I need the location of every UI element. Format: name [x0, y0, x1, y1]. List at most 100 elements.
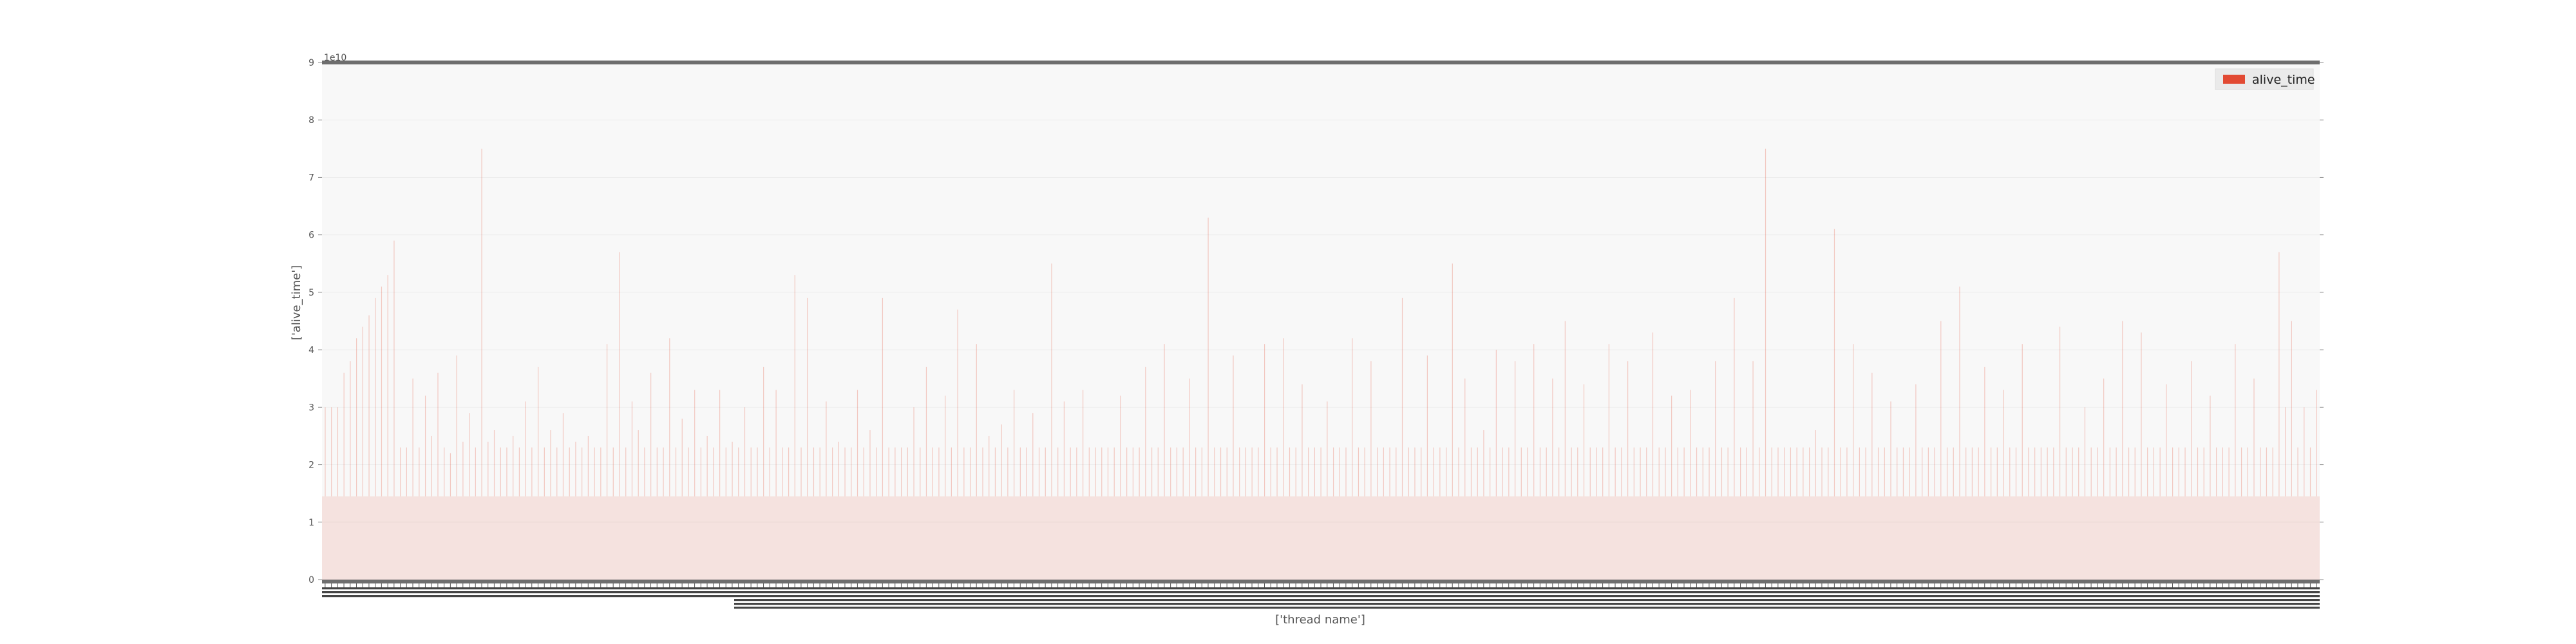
bar: [1765, 148, 1766, 497]
bar: [1815, 430, 1816, 497]
bar: [800, 447, 802, 497]
bar: [1170, 447, 1171, 497]
bar: [1088, 447, 1090, 497]
bar: [1953, 447, 1954, 497]
bar: [2128, 447, 2130, 497]
bar: [1784, 447, 1785, 497]
bar: [638, 430, 639, 497]
bar: [500, 447, 501, 497]
bar: [1965, 447, 1967, 497]
bar: [2309, 447, 2311, 497]
bar: [1145, 366, 1146, 497]
y-tick-label: 4: [308, 345, 314, 355]
bar: [619, 252, 620, 497]
bar: [656, 447, 658, 497]
legend[interactable]: alive_time: [2215, 68, 2315, 90]
bar: [1959, 286, 1960, 497]
axes: [318, 61, 2324, 583]
bar: [1220, 447, 1222, 497]
bar: [1001, 424, 1002, 497]
bar: [550, 430, 551, 497]
x-tick-label-strip: [322, 595, 2320, 598]
bar: [1332, 447, 1334, 497]
bar: [1239, 447, 1240, 497]
bar: [2222, 447, 2223, 497]
bar: [1458, 447, 1459, 497]
bar: [612, 447, 614, 497]
bar: [1821, 447, 1823, 497]
bar: [1452, 263, 1453, 497]
bar: [1264, 344, 1265, 497]
bar: [1464, 378, 1466, 497]
bar: [406, 447, 407, 497]
bar: [1833, 229, 1835, 497]
bar: [907, 447, 908, 497]
y-tick-label: 2: [308, 460, 314, 471]
x-tick-labels: [322, 583, 2320, 609]
bar: [1045, 447, 1046, 497]
bar: [1377, 447, 1378, 497]
y-tick-label: 8: [308, 115, 314, 126]
bar: [2291, 321, 2292, 497]
bar: [857, 390, 858, 497]
y-tick-label: 7: [308, 173, 314, 183]
bar: [1401, 298, 1403, 497]
x-axis-label: ['thread name']: [1275, 613, 1365, 627]
bar: [1214, 447, 1215, 497]
bar: [1558, 447, 1560, 497]
y-tick-label: 6: [308, 231, 314, 241]
plot-background: [322, 62, 2320, 580]
bar: [337, 407, 339, 497]
y-tick-label: 0: [308, 575, 314, 585]
bar: [1721, 447, 1723, 497]
bar: [1934, 447, 1935, 497]
bar: [1927, 447, 1929, 497]
bar: [1683, 447, 1685, 497]
bar: [838, 441, 839, 497]
y-offset-text: 1e10: [324, 53, 346, 63]
bar: [1902, 447, 1904, 497]
bar: [2278, 252, 2280, 497]
bar: [969, 447, 971, 497]
bar-baseline-band: [322, 496, 2320, 580]
y-tick-label: 5: [308, 288, 314, 298]
bar: [2147, 447, 2148, 497]
bar: [1383, 447, 1384, 497]
bar: [1019, 447, 1021, 497]
bar: [462, 441, 464, 497]
bar: [1890, 401, 1891, 497]
legend-swatch: [2223, 75, 2245, 84]
bar: [437, 372, 439, 497]
y-axis-label: ['alive_time']: [290, 265, 303, 340]
y-tick-label: 1: [308, 518, 314, 528]
bar: [1627, 361, 1629, 497]
bar: [832, 447, 833, 497]
bar: [1477, 447, 1478, 497]
legend-label: alive_time: [2252, 73, 2315, 87]
bar: [1113, 447, 1115, 497]
bar: [650, 372, 652, 497]
bar: [2053, 447, 2054, 497]
bar: [475, 447, 476, 497]
bar: [1752, 361, 1754, 497]
bar: [1502, 447, 1503, 497]
plot-area: [322, 62, 2320, 580]
bar: [2266, 447, 2268, 497]
bar: [1546, 447, 1547, 497]
bar: [400, 447, 401, 497]
bar: [744, 407, 746, 497]
bar: [2097, 447, 2098, 497]
bar: [1151, 447, 1153, 497]
bar: [424, 395, 426, 497]
bar: [2316, 390, 2317, 497]
bar: [544, 447, 545, 497]
bar: [1658, 447, 1660, 497]
bar: [1414, 447, 1416, 497]
bar: [569, 447, 570, 497]
bar: [669, 338, 670, 497]
x-tick-label-strip: [322, 591, 2320, 594]
bar: [1615, 447, 1616, 497]
bar: [2253, 378, 2255, 497]
bar: [1671, 395, 1672, 497]
